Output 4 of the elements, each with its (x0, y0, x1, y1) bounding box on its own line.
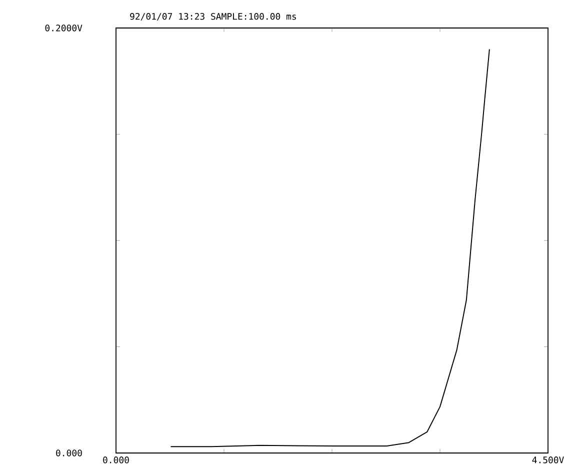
x-tick-label: 4.500V (532, 456, 564, 464)
line-series (170, 48, 490, 448)
chart-title: 92/01/07 13:23 SAMPLE:100.00 ms (130, 13, 296, 20)
y-tick-label: 0.2000V (45, 24, 82, 32)
